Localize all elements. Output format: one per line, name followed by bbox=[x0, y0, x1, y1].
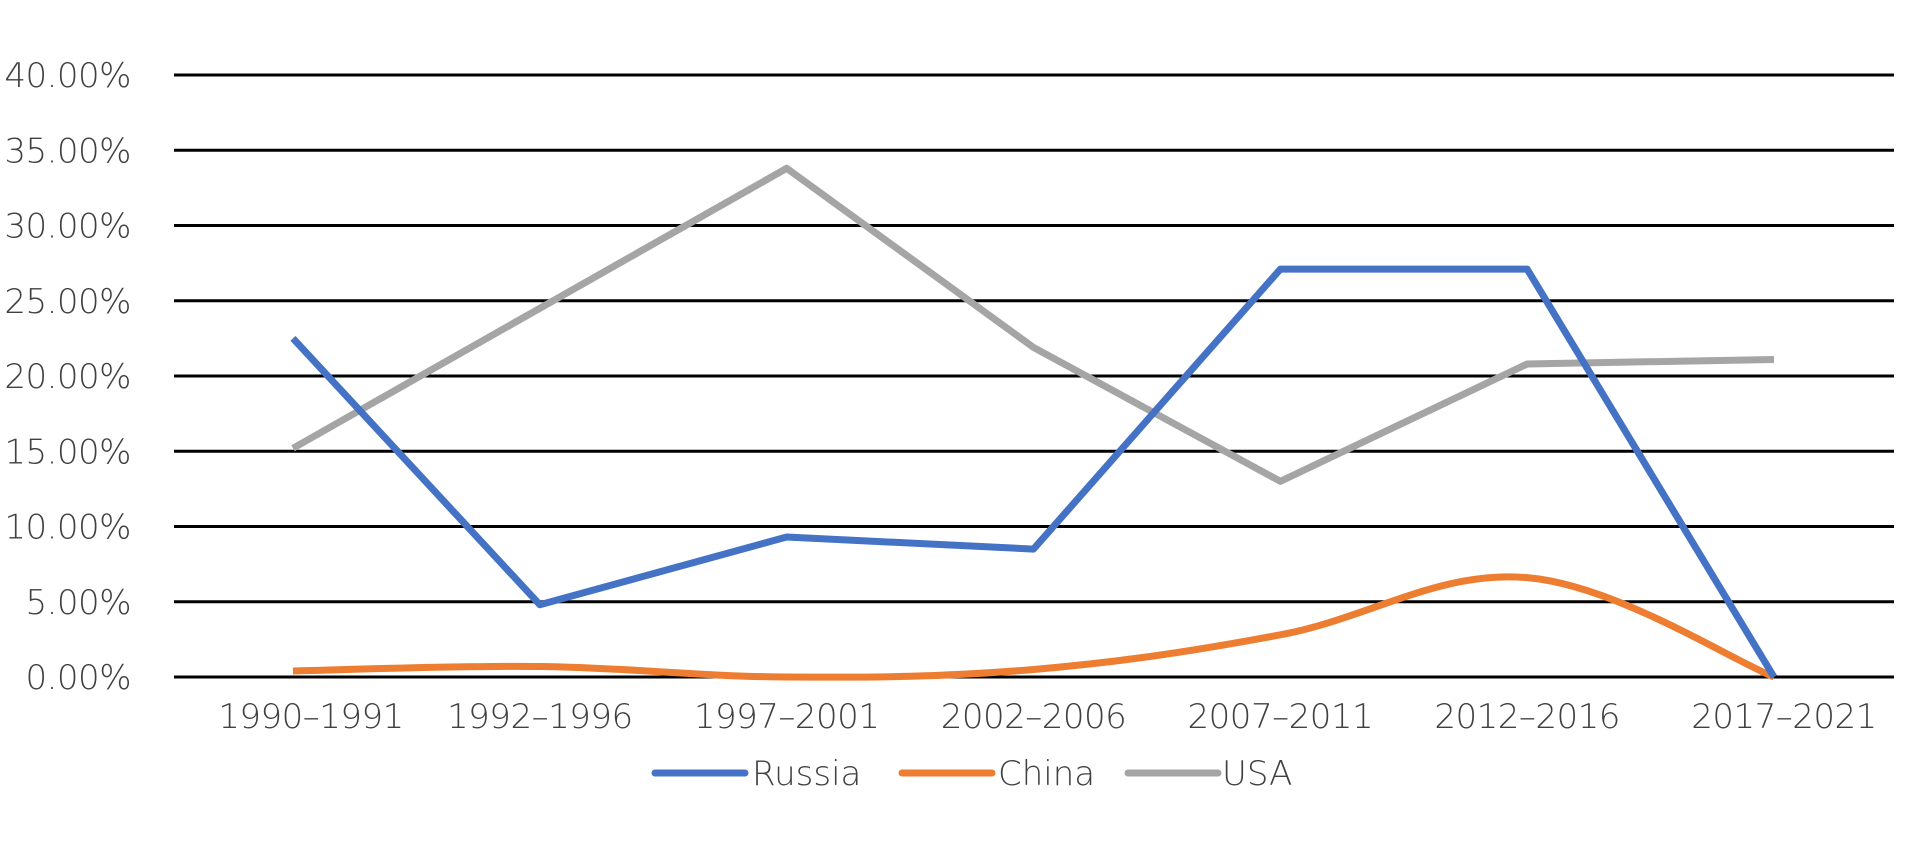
x-tick-label: 1990–1991 bbox=[218, 697, 404, 737]
legend-label-russia: Russia bbox=[752, 754, 861, 794]
series-line-usa bbox=[291, 164, 1775, 485]
legend-item-usa: USA bbox=[1124, 754, 1292, 794]
y-tick-label: 25.00% bbox=[4, 282, 131, 322]
x-tick-label: 2007–2011 bbox=[1188, 697, 1374, 737]
x-tick-label: 2012–2016 bbox=[1434, 697, 1620, 737]
x-tick-label: 1992–1996 bbox=[447, 697, 633, 737]
y-tick-label: 20.00% bbox=[4, 357, 131, 397]
y-tick-label: 30.00% bbox=[4, 207, 131, 247]
x-axis-tick-labels: 1990–1991 1992–1996 1997–2001 2002–2006 2007… bbox=[218, 697, 1877, 737]
legend-label-china: China bbox=[998, 754, 1095, 794]
y-tick-label: 35.00% bbox=[4, 131, 131, 171]
y-tick-label: 0.00% bbox=[25, 658, 131, 698]
legend-item-china: China bbox=[898, 754, 1095, 794]
y-tick-label: 40.00% bbox=[4, 56, 131, 96]
series-line-china bbox=[292, 573, 1776, 681]
gridlines bbox=[174, 73, 1894, 679]
series-lines bbox=[290, 164, 1777, 681]
x-tick-label: 2017–2021 bbox=[1691, 697, 1877, 737]
y-tick-label: 15.00% bbox=[4, 432, 131, 472]
y-tick-label: 5.00% bbox=[25, 583, 131, 623]
x-tick-label: 1997–2001 bbox=[694, 697, 880, 737]
series-line-russia bbox=[290, 265, 1777, 679]
legend-item-russia: Russia bbox=[651, 754, 861, 794]
legend: Russia China USA bbox=[651, 754, 1292, 794]
y-tick-label: 10.00% bbox=[4, 508, 131, 548]
x-tick-label: 2002–2006 bbox=[941, 697, 1127, 737]
y-axis-tick-labels: 0.00% 5.00% 10.00% 15.00% 20.00% 25.00% 30.00%… bbox=[4, 56, 131, 698]
legend-label-usa: USA bbox=[1222, 754, 1292, 794]
